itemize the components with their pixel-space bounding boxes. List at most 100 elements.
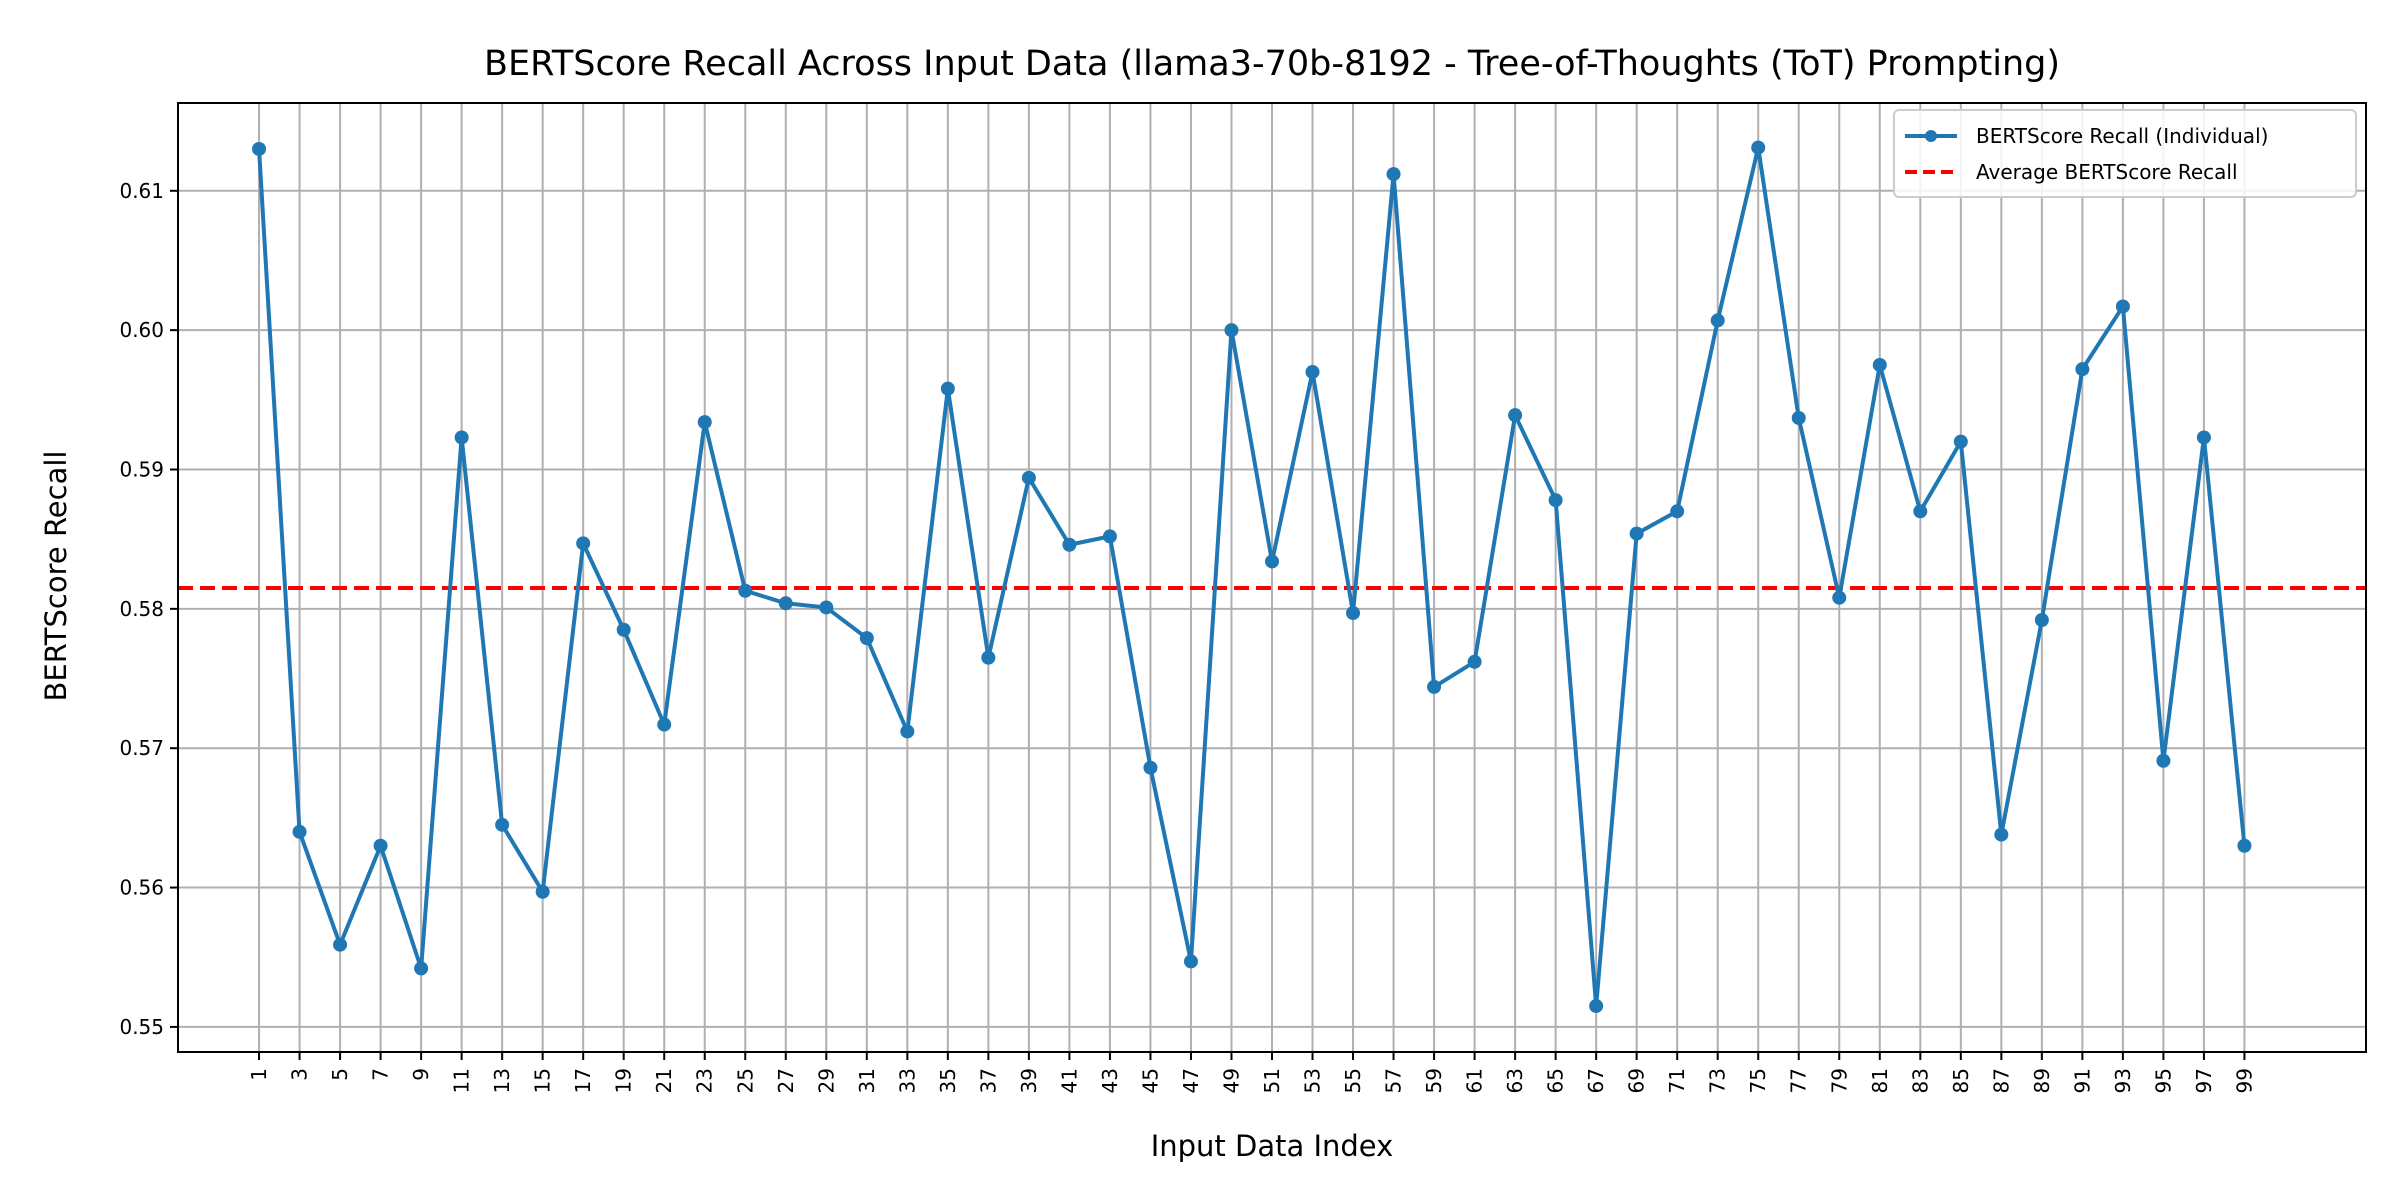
data-point (2196, 430, 2211, 445)
x-tick-label: 97 (2192, 1068, 2216, 1093)
legend-box (1893, 109, 2357, 198)
data-point (778, 596, 793, 611)
data-point (2075, 362, 2090, 377)
data-point (252, 141, 267, 156)
x-tick-label: 23 (693, 1068, 717, 1093)
y-tick-label: 0.61 (119, 179, 164, 203)
series-line (257, 145, 2247, 1009)
data-point (819, 600, 834, 615)
x-tick-label: 89 (2030, 1068, 2054, 1093)
x-tick-label: 65 (1544, 1068, 1568, 1093)
data-point (1710, 313, 1725, 328)
x-tick-label: 37 (976, 1068, 1000, 1093)
x-tick-label: 71 (1665, 1068, 1689, 1093)
data-point (657, 717, 672, 732)
x-tick-label: 29 (814, 1068, 838, 1093)
x-tick-label: 77 (1787, 1068, 1811, 1093)
legend-series-label: BERTScore Recall (Individual) (1976, 124, 2268, 148)
x-tick-label: 13 (490, 1068, 514, 1093)
data-point (1832, 590, 1847, 605)
data-point (1872, 357, 1887, 372)
data-point (1953, 434, 1968, 449)
series-layer (252, 140, 2252, 1014)
x-tick-label: 87 (1989, 1068, 2013, 1093)
y-tick-label: 0.55 (119, 1015, 164, 1039)
data-point (1143, 760, 1158, 775)
data-point (616, 622, 631, 637)
data-point (1183, 954, 1198, 969)
data-point (373, 838, 388, 853)
data-point (1670, 504, 1685, 519)
data-point (1467, 654, 1482, 669)
data-point (414, 961, 429, 976)
vertical-gridlines (258, 103, 2246, 1052)
x-tick-label: 73 (1706, 1068, 1730, 1093)
x-tick-label: 17 (571, 1068, 595, 1093)
data-point (1751, 140, 1766, 155)
y-tick-label: 0.56 (119, 876, 164, 900)
x-tick-label: 25 (733, 1068, 757, 1093)
x-tick-label: 1 (247, 1068, 271, 1081)
x-tick-label: 91 (2070, 1068, 2094, 1093)
x-tick-label: 33 (895, 1068, 919, 1093)
y-tick-label: 0.57 (119, 736, 164, 760)
data-point (292, 824, 307, 839)
data-point (2237, 838, 2252, 853)
x-tick-label: 45 (1138, 1068, 1162, 1093)
x-tick-label: 83 (1908, 1068, 1932, 1093)
x-tick-label: 43 (1098, 1068, 1122, 1093)
x-tick-label: 61 (1463, 1068, 1487, 1093)
data-point (1548, 493, 1563, 508)
x-tick-label: 11 (450, 1068, 474, 1093)
data-point (940, 381, 955, 396)
x-tick-label: 53 (1301, 1068, 1325, 1093)
data-point (1021, 470, 1036, 485)
data-point (333, 937, 348, 952)
x-tick-label: 59 (1422, 1068, 1446, 1093)
x-tick-label: 21 (652, 1068, 676, 1093)
data-point (2034, 613, 2049, 628)
x-tick-label: 49 (1219, 1068, 1243, 1093)
data-point (1791, 410, 1806, 425)
data-point (576, 536, 591, 551)
y-axis-label: BERTScore Recall (39, 451, 73, 702)
data-point (454, 430, 469, 445)
x-tick-label: 85 (1949, 1068, 1973, 1093)
data-point (1589, 999, 1604, 1014)
data-point (1508, 408, 1523, 423)
data-point (1427, 679, 1442, 694)
y-tick-label: 0.59 (119, 458, 164, 482)
data-point (1305, 364, 1320, 379)
x-tick-label: 9 (409, 1068, 433, 1081)
data-point (1224, 323, 1239, 338)
x-tick-label: 15 (531, 1068, 555, 1093)
data-point (1629, 526, 1644, 541)
x-tick-label: 55 (1341, 1068, 1365, 1093)
x-tick-label: 7 (369, 1068, 393, 1081)
data-point (859, 631, 874, 646)
x-tick-label: 41 (1057, 1068, 1081, 1093)
x-tick-label: 3 (288, 1068, 312, 1081)
data-point (900, 724, 915, 739)
x-axis-label: Input Data Index (1151, 1129, 1394, 1163)
x-tick-label: 51 (1260, 1068, 1284, 1093)
x-tick-label: 31 (855, 1068, 879, 1093)
data-point (1265, 554, 1279, 569)
data-point (2156, 753, 2171, 768)
legend-series-marker (1925, 130, 1937, 142)
data-point (1386, 167, 1401, 182)
x-tick-label: 99 (2232, 1068, 2256, 1093)
x-tick-label: 95 (2151, 1068, 2175, 1093)
y-tick-label: 0.60 (119, 318, 164, 342)
data-point (1062, 537, 1077, 552)
x-tick-label: 93 (2111, 1068, 2135, 1093)
data-point (1102, 529, 1117, 544)
data-point (981, 650, 996, 665)
x-tick-label: 5 (328, 1068, 352, 1081)
data-point (2115, 299, 2130, 314)
x-tick-label: 67 (1584, 1068, 1608, 1093)
data-point (1346, 606, 1361, 621)
x-tick-label: 63 (1503, 1068, 1527, 1093)
